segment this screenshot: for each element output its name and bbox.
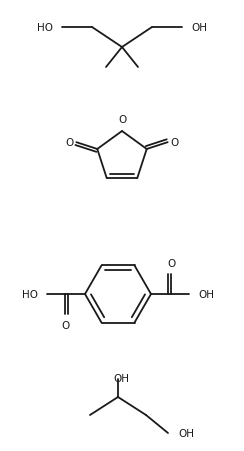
Text: O: O — [65, 138, 73, 148]
Text: OH: OH — [198, 290, 214, 299]
Text: OH: OH — [191, 23, 207, 33]
Text: HO: HO — [37, 23, 53, 33]
Text: O: O — [171, 138, 179, 148]
Text: OH: OH — [113, 373, 129, 383]
Text: O: O — [61, 320, 69, 330]
Text: O: O — [118, 115, 126, 125]
Text: HO: HO — [22, 290, 38, 299]
Text: O: O — [167, 258, 175, 268]
Text: OH: OH — [178, 428, 194, 438]
